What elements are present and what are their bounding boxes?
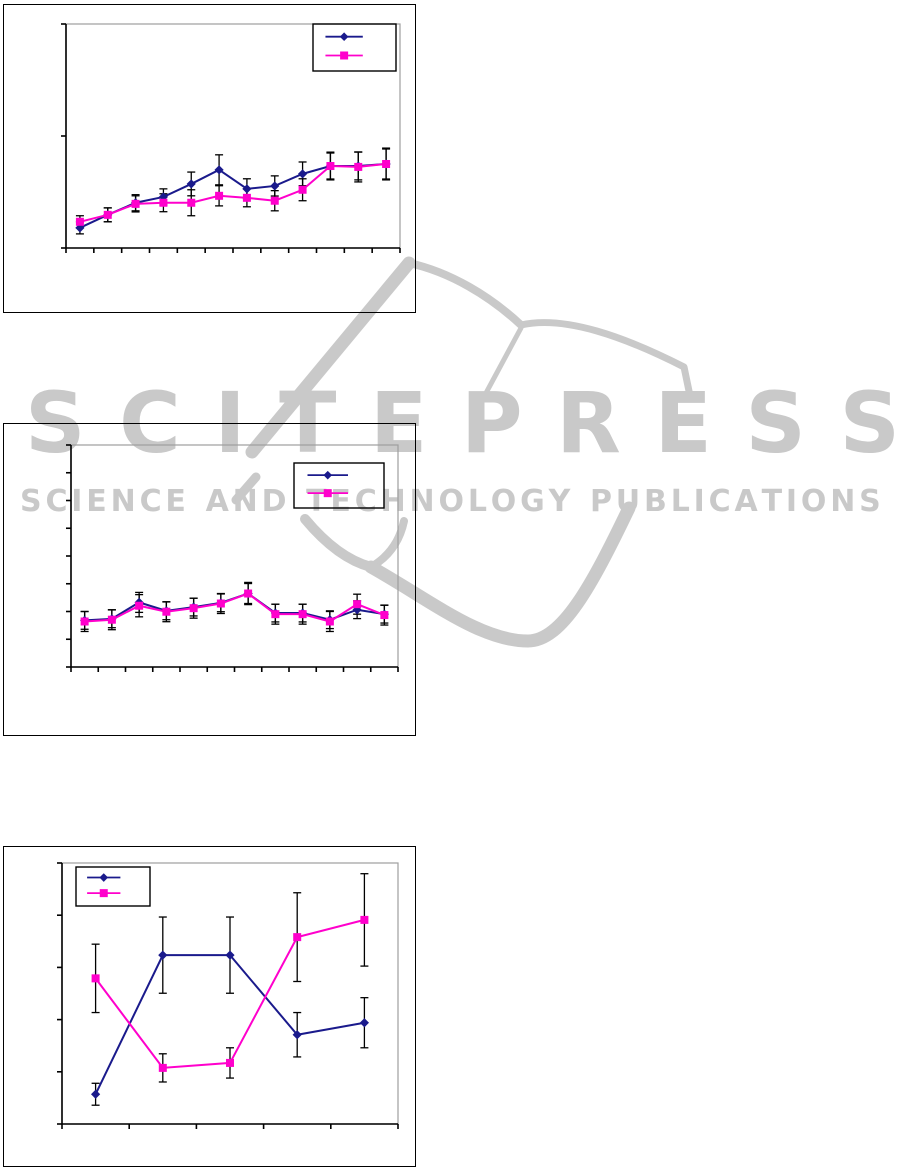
markers-series-1: [80, 588, 389, 625]
axes: [61, 23, 401, 253]
axes: [66, 444, 399, 672]
axes: [57, 862, 399, 1129]
plot-border: [65, 23, 401, 249]
error-bars-series-2: [80, 581, 389, 633]
legend: [293, 462, 385, 509]
plot-border: [70, 444, 399, 668]
figure-top-line-chart: [3, 4, 416, 313]
middle-line-chart-canvas: [66, 444, 399, 672]
figure-bottom-line-chart: [3, 846, 416, 1167]
line-series-2: [79, 163, 387, 223]
legend: [312, 23, 397, 72]
markers-series-2: [80, 589, 389, 626]
markers-series-2: [75, 160, 391, 226]
error-bars-series-1: [80, 582, 389, 630]
legend: [75, 866, 151, 907]
markers-series-2: [91, 915, 369, 1072]
error-bars-series-1: [75, 148, 391, 235]
bottom-line-chart-canvas: [57, 862, 399, 1129]
top-line-chart-canvas: [61, 23, 401, 253]
line-series-2: [84, 592, 385, 623]
figure-middle-line-chart: [3, 423, 416, 736]
error-bars-series-2: [75, 147, 391, 229]
